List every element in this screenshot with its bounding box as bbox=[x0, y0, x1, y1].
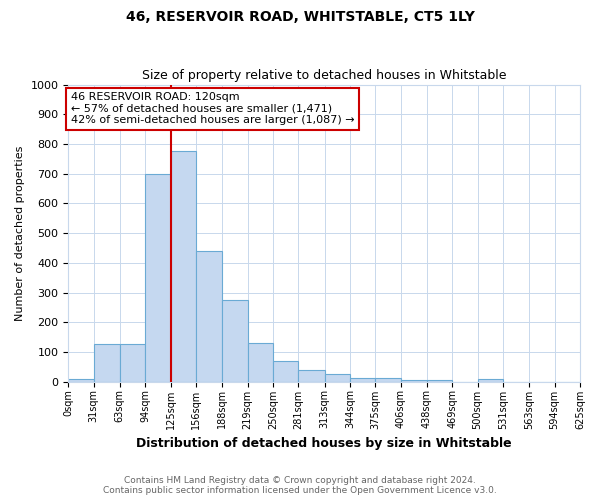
Bar bbox=[401, 380, 427, 382]
Bar bbox=[170, 152, 196, 382]
Bar bbox=[273, 361, 298, 382]
Bar bbox=[427, 380, 452, 382]
Bar bbox=[350, 378, 376, 382]
Bar bbox=[222, 300, 248, 382]
Text: Contains HM Land Registry data © Crown copyright and database right 2024.
Contai: Contains HM Land Registry data © Crown c… bbox=[103, 476, 497, 495]
Bar bbox=[376, 378, 401, 382]
Bar bbox=[145, 174, 170, 382]
Bar bbox=[120, 344, 145, 382]
Bar bbox=[94, 344, 120, 382]
Bar bbox=[325, 374, 350, 382]
Y-axis label: Number of detached properties: Number of detached properties bbox=[15, 146, 25, 321]
Bar bbox=[478, 380, 503, 382]
Bar bbox=[68, 380, 94, 382]
Text: 46, RESERVOIR ROAD, WHITSTABLE, CT5 1LY: 46, RESERVOIR ROAD, WHITSTABLE, CT5 1LY bbox=[125, 10, 475, 24]
Bar bbox=[196, 251, 222, 382]
Title: Size of property relative to detached houses in Whitstable: Size of property relative to detached ho… bbox=[142, 69, 506, 82]
X-axis label: Distribution of detached houses by size in Whitstable: Distribution of detached houses by size … bbox=[136, 437, 512, 450]
Text: 46 RESERVOIR ROAD: 120sqm
← 57% of detached houses are smaller (1,471)
42% of se: 46 RESERVOIR ROAD: 120sqm ← 57% of detac… bbox=[71, 92, 355, 125]
Bar bbox=[248, 343, 273, 382]
Bar bbox=[298, 370, 325, 382]
